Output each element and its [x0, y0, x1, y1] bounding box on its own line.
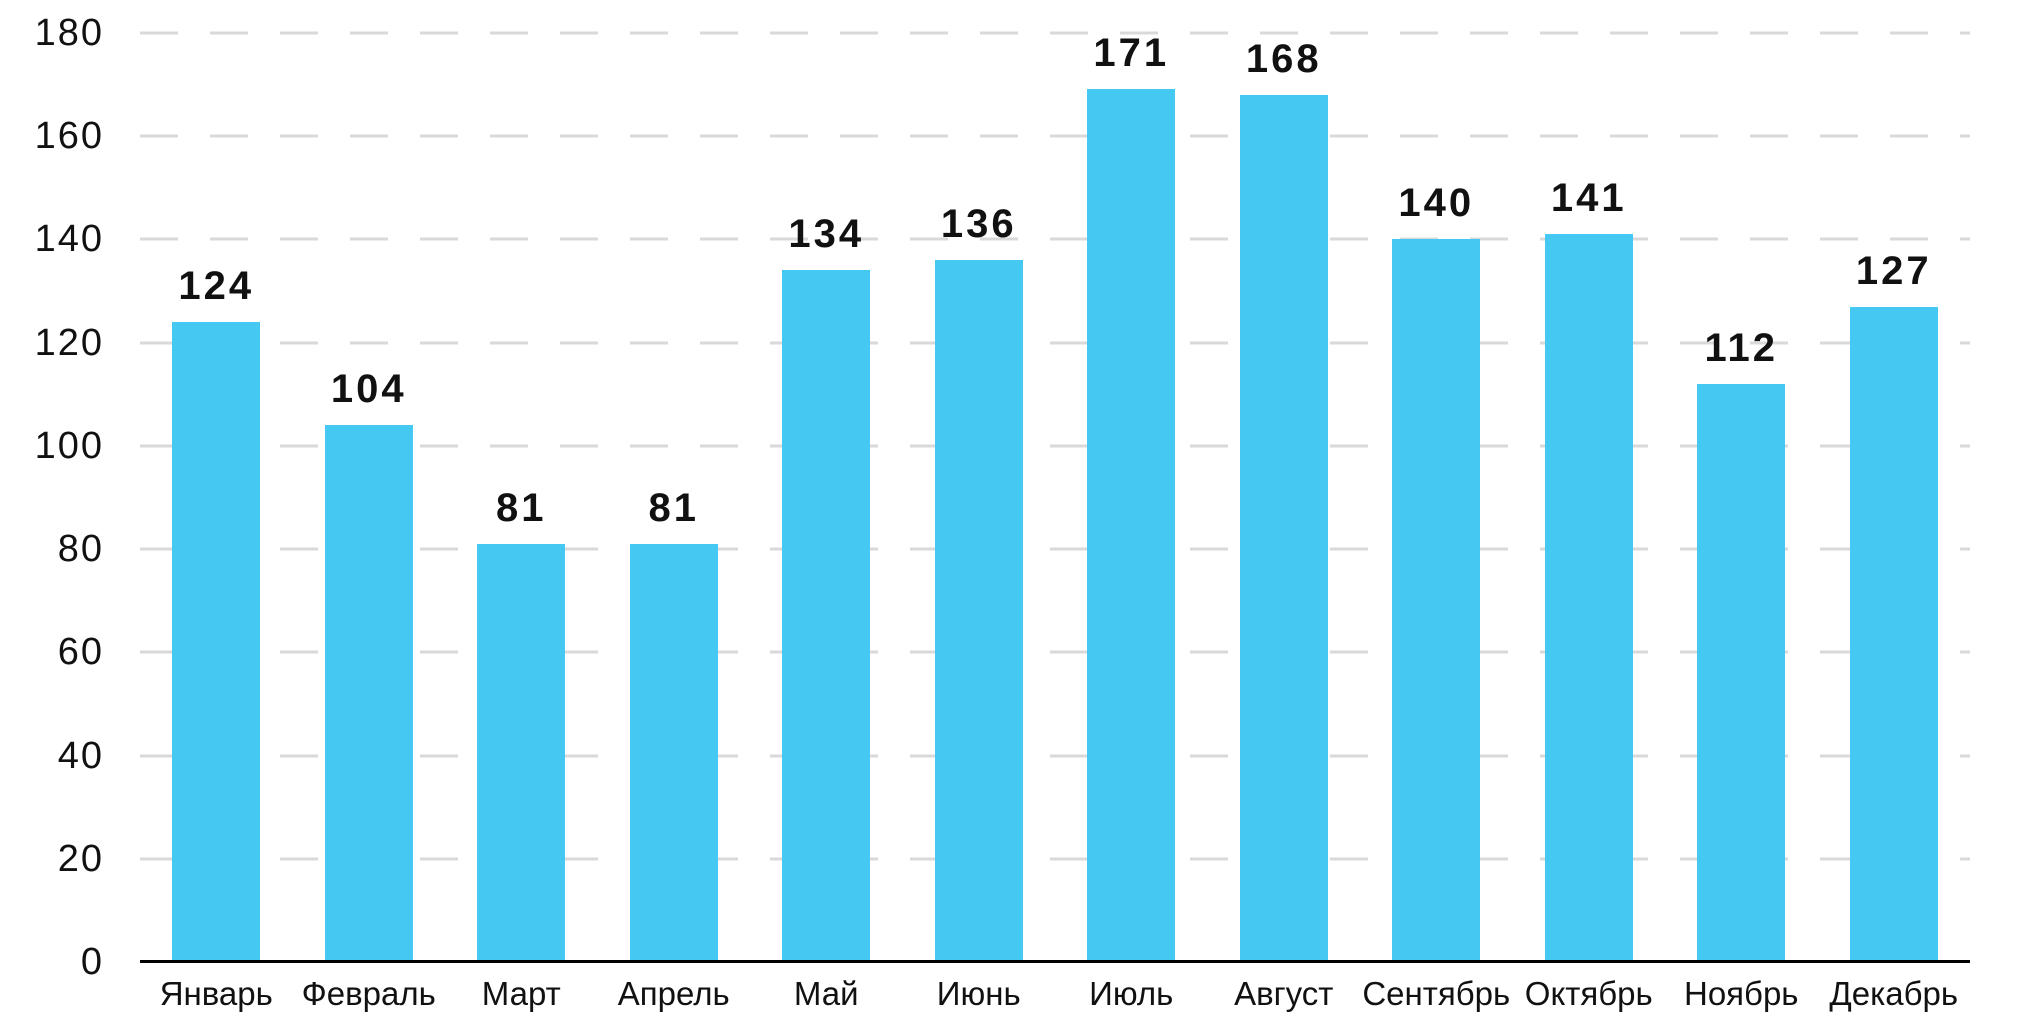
- bar-slot: 140: [1360, 33, 1513, 962]
- y-axis-tick-label: 40: [57, 734, 104, 777]
- y-axis-tick-label: 160: [34, 115, 104, 158]
- gridline: [140, 341, 1970, 345]
- bar-slot: 124: [140, 33, 293, 962]
- bar: [629, 543, 718, 962]
- gridline: [140, 650, 1970, 654]
- gridline: [140, 31, 1970, 35]
- bar: [172, 322, 261, 962]
- gridline: [140, 754, 1970, 758]
- y-axis-tick-label: 0: [80, 941, 104, 983]
- bar-value-label: 141: [1550, 176, 1627, 221]
- x-axis-label: Март: [481, 975, 561, 1012]
- bar-value-label: 112: [1704, 325, 1779, 370]
- bar-value-label: 81: [648, 485, 699, 530]
- bar: [1544, 234, 1633, 962]
- y-axis-tick-label: 140: [34, 218, 104, 261]
- bar: [1087, 89, 1176, 962]
- x-axis: Январь Февраль Март Апрель Май Июнь Июль Август…: [140, 974, 1970, 1014]
- bar-value-label: 140: [1398, 181, 1475, 226]
- bar-value-label: 127: [1855, 248, 1932, 293]
- x-axis-label: Сентябрь: [1362, 975, 1511, 1012]
- x-axis-label: Июль: [1089, 975, 1174, 1012]
- bar-slot: 112: [1665, 33, 1818, 962]
- bar-slot: 171: [1055, 33, 1208, 962]
- bar: [782, 270, 871, 962]
- bar: [324, 425, 413, 962]
- y-axis-tick-label: 20: [57, 837, 104, 880]
- bar-slot: 81: [598, 33, 751, 962]
- bar-value-label: 104: [330, 367, 407, 412]
- bar-slot: 81: [445, 33, 598, 962]
- x-axis-label: Январь: [159, 975, 273, 1012]
- bar-slot: 104: [293, 33, 446, 962]
- x-axis-line: [140, 960, 1970, 963]
- y-axis-tick-label: 180: [34, 12, 104, 54]
- bar-value-label: 168: [1245, 36, 1322, 81]
- gridline: [140, 134, 1970, 138]
- y-axis-tick-label: 120: [34, 321, 104, 364]
- bar-value-label: 136: [940, 202, 1017, 247]
- bar-value-label: 124: [178, 264, 255, 309]
- bar-value-label: 81: [496, 485, 547, 530]
- x-axis-label: Февраль: [301, 975, 436, 1012]
- bar-slot: 134: [750, 33, 903, 962]
- bar: [1392, 239, 1481, 962]
- bar-slot: 168: [1208, 33, 1361, 962]
- x-axis-label: Ноябрь: [1683, 975, 1799, 1012]
- x-axis-label: Июнь: [936, 975, 1021, 1012]
- x-axis-label: Апрель: [617, 975, 730, 1012]
- x-axis-label: Октябрь: [1524, 975, 1653, 1012]
- bar: [934, 260, 1023, 962]
- y-axis-tick-label: 80: [57, 528, 104, 571]
- y-axis-tick-label: 60: [57, 631, 104, 674]
- bar-slot: 136: [903, 33, 1056, 962]
- x-axis-label: Декабрь: [1829, 975, 1959, 1012]
- bar-slot: 127: [1818, 33, 1971, 962]
- gridline: [140, 857, 1970, 861]
- bar-slot: 141: [1513, 33, 1666, 962]
- y-axis-tick-label: 100: [34, 424, 104, 467]
- bar: [1849, 306, 1938, 962]
- gridline: [140, 237, 1970, 241]
- bar: [1697, 383, 1786, 962]
- bar: [477, 543, 566, 962]
- bar: [1239, 94, 1328, 962]
- gridline: [140, 547, 1970, 551]
- y-axis: 0 20 40 60 80 100 120 140 160 180: [0, 14, 104, 981]
- x-axis-label: Май: [793, 975, 859, 1012]
- x-axis-label: Август: [1234, 975, 1334, 1012]
- plot-area: 124 104 81 81 134 136 171 168 140 141 112 127: [140, 31, 1970, 963]
- bars-row: 124 104 81 81 134 136 171 168 140 141 112 127: [140, 33, 1970, 962]
- bar-value-label: 171: [1093, 31, 1170, 75]
- bar-value-label: 134: [788, 212, 865, 257]
- gridline: [140, 444, 1970, 448]
